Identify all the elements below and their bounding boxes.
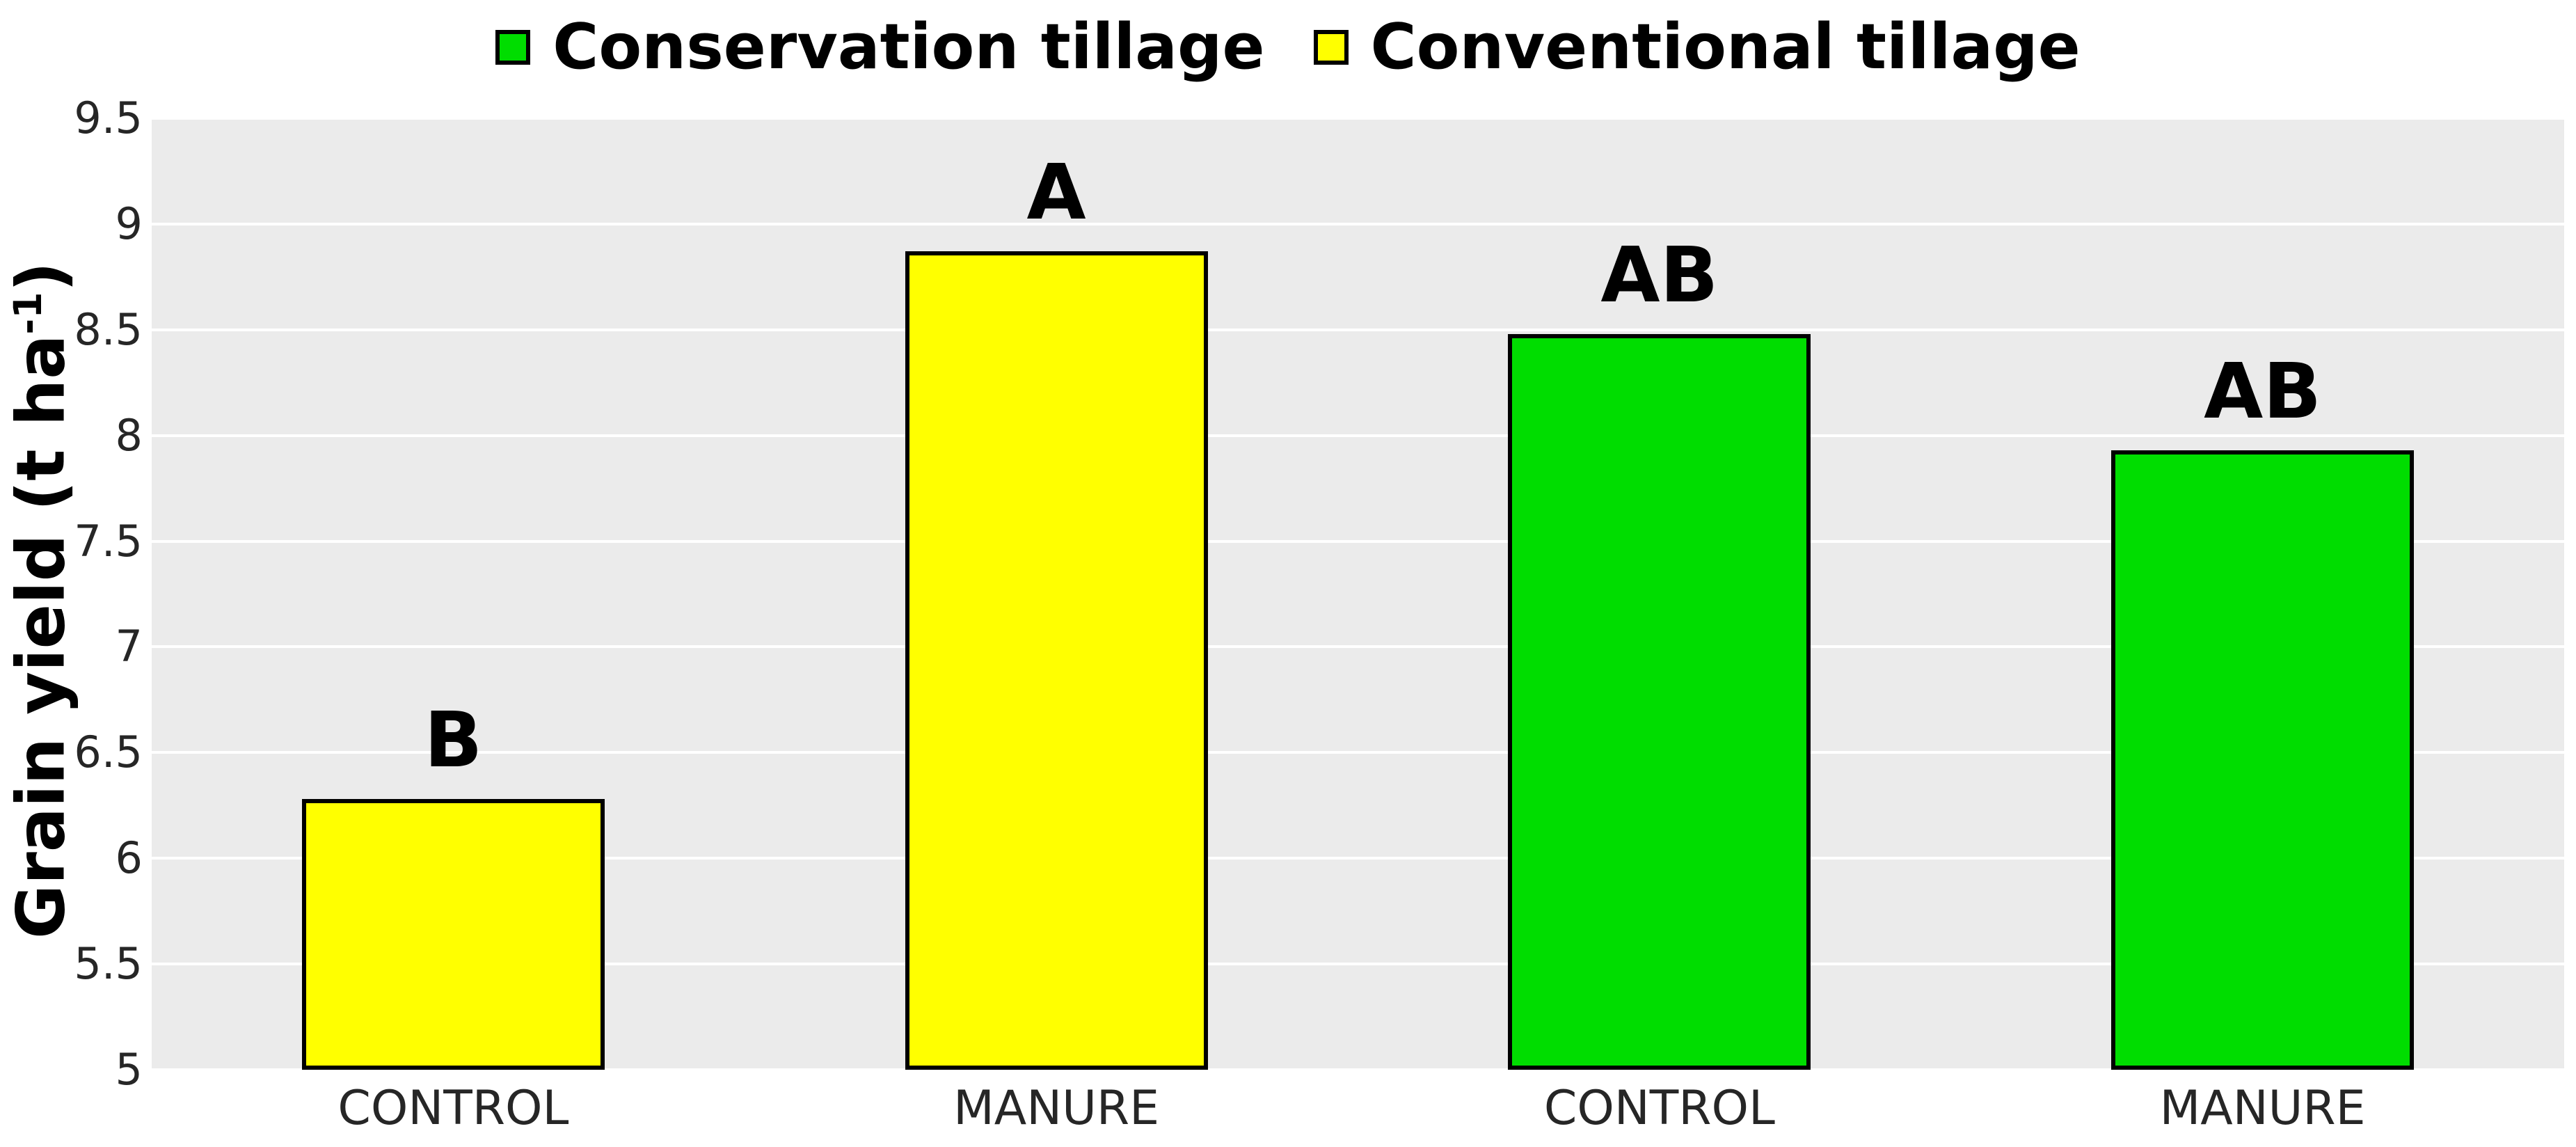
y-tick-label-7.5: 7.5 — [74, 515, 143, 567]
y-tick-label-9.5: 9.5 — [74, 93, 143, 143]
y-tick-label-8: 8 — [115, 409, 143, 461]
x-tick-label-manure-1: MANURE — [953, 1081, 1160, 1136]
gridline-y-9.5 — [152, 117, 2564, 120]
gridline-y-6.5 — [152, 751, 2564, 754]
gridline-y-5.5 — [152, 963, 2564, 966]
gridline-y-8 — [152, 434, 2564, 437]
plot-area: B A AB AB — [152, 117, 2564, 1071]
significance-letter: AB — [2204, 346, 2322, 436]
y-axis-title: Grain yield (t ha-1) — [3, 113, 80, 1088]
legend-key-swatch-icon — [1313, 29, 1349, 65]
x-tick-label-control-0: CONTROL — [337, 1081, 569, 1136]
bar-conventional-control — [301, 799, 605, 1070]
legend-label: Conservation tillage — [552, 10, 1265, 84]
gridline-y-5 — [152, 1068, 2564, 1071]
legend-item-conservation: Conservation tillage — [495, 10, 1265, 84]
significance-letter: A — [1026, 148, 1086, 237]
legend-item-conventional: Conventional tillage — [1313, 10, 2081, 84]
y-tick-label-5: 5 — [115, 1044, 143, 1095]
significance-letter: B — [424, 695, 483, 785]
gridline-y-8.5 — [152, 328, 2564, 331]
chart-legend: Conservation tillage Conventional tillage — [0, 0, 2576, 94]
gridline-y-9 — [152, 222, 2564, 226]
x-tick-label-control-2: CONTROL — [1543, 1081, 1775, 1136]
y-tick-label-6.5: 6.5 — [74, 727, 143, 778]
y-tick-label-9: 9 — [115, 198, 143, 249]
bar-conservation-control — [1508, 333, 1811, 1070]
bar-conventional-manure — [905, 251, 1208, 1070]
legend-key-swatch-icon — [495, 29, 531, 65]
y-axis-title-close: ) — [3, 261, 80, 292]
y-tick-label-6: 6 — [115, 832, 143, 884]
significance-letter: AB — [1600, 230, 1719, 319]
y-tick-label-5.5: 5.5 — [74, 938, 143, 990]
y-tick-label-7: 7 — [115, 621, 143, 672]
legend-label: Conventional tillage — [1370, 10, 2081, 84]
gridline-y-7 — [152, 645, 2564, 649]
x-tick-label-manure-3: MANURE — [2159, 1081, 2366, 1136]
bar-conservation-manure — [2111, 450, 2415, 1070]
gridline-y-6 — [152, 857, 2564, 860]
gridline-y-7.5 — [152, 539, 2564, 543]
y-tick-label-8.5: 8.5 — [74, 303, 143, 355]
